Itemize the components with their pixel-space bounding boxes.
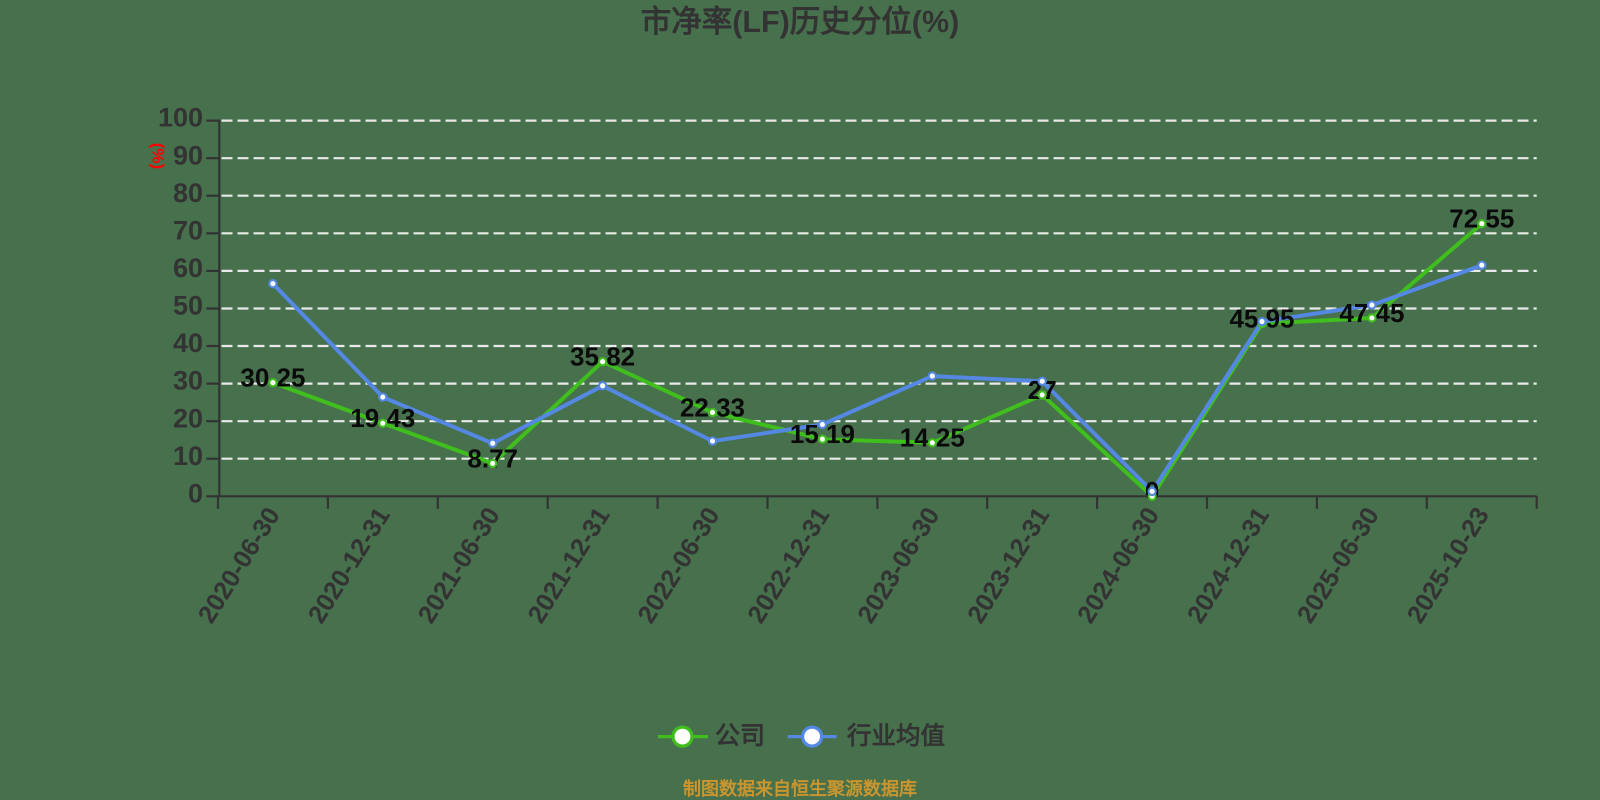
svg-text:70: 70 (173, 215, 203, 245)
svg-text:80: 80 (173, 178, 203, 208)
svg-text:10: 10 (173, 441, 203, 471)
svg-text:30: 30 (173, 366, 203, 396)
svg-text:制图数据来自恒生聚源数据库: 制图数据来自恒生聚源数据库 (683, 778, 917, 799)
svg-text:(%): (%) (149, 143, 168, 169)
svg-text:50: 50 (173, 291, 203, 321)
svg-text:35.82: 35.82 (570, 342, 635, 372)
svg-text:30.25: 30.25 (240, 363, 305, 393)
svg-text:22.33: 22.33 (680, 392, 745, 422)
svg-text:14.25: 14.25 (900, 423, 965, 453)
svg-text:40: 40 (173, 328, 203, 358)
svg-text:8.77: 8.77 (467, 443, 518, 473)
svg-text:行业均值: 行业均值 (846, 722, 945, 750)
svg-text:90: 90 (173, 140, 203, 170)
svg-text:60: 60 (173, 253, 203, 283)
svg-text:公司: 公司 (715, 722, 765, 750)
svg-text:100: 100 (158, 103, 203, 133)
svg-text:19.43: 19.43 (350, 403, 415, 433)
svg-text:0: 0 (188, 478, 203, 508)
svg-text:72.55: 72.55 (1449, 204, 1514, 234)
svg-text:市净率(LF)历史分位(%): 市净率(LF)历史分位(%) (641, 4, 960, 39)
svg-text:20: 20 (173, 403, 203, 433)
